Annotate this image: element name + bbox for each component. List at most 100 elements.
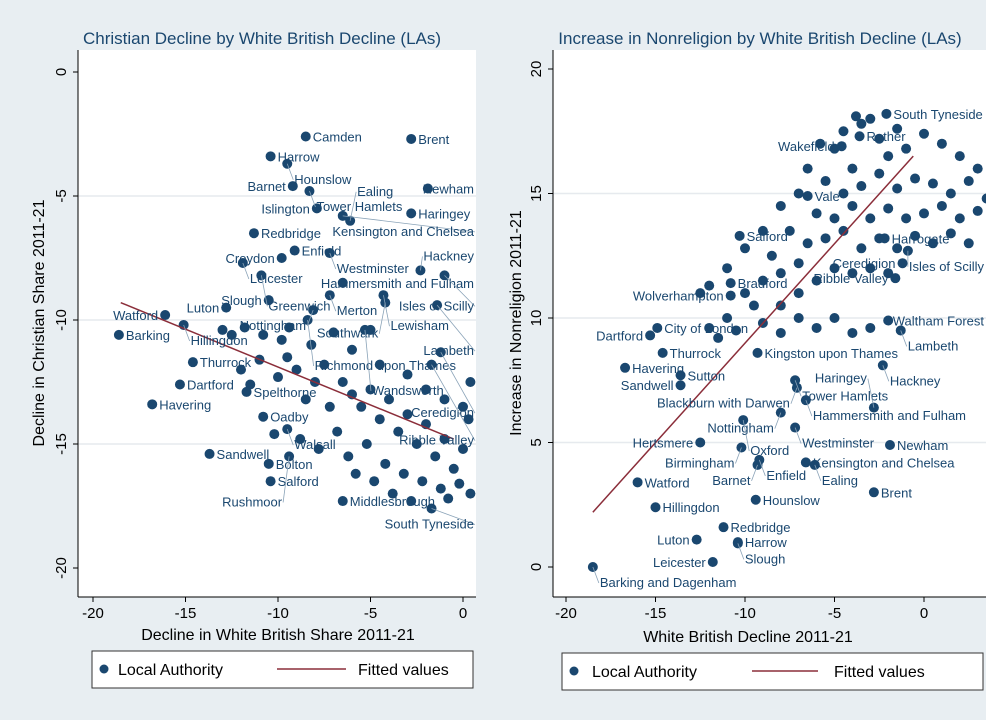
data-point (691, 534, 702, 545)
point-label: Barnet (712, 473, 751, 488)
right-x-axis-title: White British Decline 2011-21 (643, 629, 853, 646)
right-ticks: 0 5 10 15 20 -20 -15 -10 -5 0 (528, 61, 928, 622)
data-point (406, 496, 417, 507)
y-tick-label: 20 (528, 61, 545, 78)
data-point (337, 377, 348, 387)
label-leader-line (440, 352, 476, 414)
left-gridlines (78, 195, 476, 445)
data-point (881, 108, 892, 119)
data-point (282, 352, 293, 363)
data-point (856, 181, 867, 192)
point-label: Luton (657, 533, 690, 548)
label-leader-line (758, 459, 766, 477)
point-label: Rother (867, 129, 907, 144)
data-point (236, 364, 246, 375)
data-point (757, 275, 768, 286)
point-label: Newham (423, 182, 474, 197)
point-label: Haringey (815, 371, 868, 386)
point-label: Vale (815, 189, 840, 204)
data-point (838, 225, 849, 236)
label-leader-line (309, 190, 316, 208)
data-point (757, 225, 768, 236)
point-label: Havering (159, 397, 211, 412)
data-point (829, 263, 840, 274)
data-point (421, 384, 431, 395)
data-point (411, 439, 422, 449)
point-label: Dartford (596, 328, 643, 343)
data-point (356, 401, 367, 412)
point-label: Kingston upon Thames (765, 346, 899, 361)
data-point (263, 458, 274, 469)
x-tick-label: -20 (555, 605, 577, 622)
data-point (802, 238, 813, 249)
data-point (800, 457, 811, 468)
point-label: Ealing (357, 184, 393, 199)
data-point (838, 126, 849, 137)
data-point (174, 379, 185, 390)
point-label: Havering (632, 361, 684, 376)
data-point (337, 496, 348, 507)
label-leader-line (286, 428, 294, 446)
data-point (865, 113, 876, 124)
y-tick-label: -10 (53, 309, 70, 331)
data-point (295, 434, 306, 445)
point-label: Sandwell (621, 378, 674, 393)
data-point (422, 183, 433, 194)
data-point (856, 243, 867, 254)
x-tick-label: -5 (364, 605, 377, 622)
y-tick-label: -15 (53, 433, 70, 455)
data-point (675, 370, 686, 381)
data-point (811, 275, 822, 286)
right-points (587, 108, 986, 572)
data-point (276, 334, 287, 345)
point-label: Watford (645, 475, 690, 490)
point-label: Brent (418, 132, 449, 147)
right-plot-area (553, 50, 986, 597)
data-point (854, 131, 865, 142)
data-point (892, 123, 903, 134)
point-label: Ealing (822, 473, 858, 488)
data-point (380, 458, 391, 469)
data-point (398, 468, 409, 479)
data-point (113, 329, 124, 340)
data-point (454, 478, 465, 489)
point-label: Tower Hamlets (316, 199, 402, 214)
y-tick-label: -20 (53, 557, 70, 579)
legend-label-local-authority: Local Authority (118, 662, 223, 679)
point-label: Westminster (337, 261, 410, 276)
data-point (265, 476, 276, 487)
x-tick-label: -15 (645, 605, 667, 622)
data-point (675, 380, 686, 391)
data-point (722, 313, 733, 323)
fitted-line (120, 301, 455, 440)
data-point (725, 290, 736, 301)
point-label: Bradford (738, 276, 788, 291)
point-label: South Tyneside (385, 516, 474, 531)
point-label: Slough (221, 293, 261, 308)
point-label: Birmingham (665, 455, 734, 470)
point-label: Walsall (294, 437, 336, 452)
data-point (883, 268, 894, 279)
label-leader-line (742, 420, 750, 452)
point-label: Hackney (890, 373, 941, 388)
point-label: Greenwich (268, 298, 330, 313)
data-point (883, 151, 894, 162)
data-point (393, 426, 404, 437)
data-point (919, 208, 929, 219)
label-leader-line (431, 508, 476, 525)
data-point (319, 359, 330, 370)
point-label: City of London (664, 321, 748, 336)
point-label: Wakefield (778, 139, 835, 154)
data-point (406, 133, 417, 144)
point-label: Hounslow (294, 172, 352, 187)
point-label: Hammersmith and Fulham (321, 276, 474, 291)
y-tick-label: 15 (528, 185, 545, 202)
legend-label-fitted-values: Fitted values (834, 664, 925, 681)
point-label: Harrow (278, 149, 321, 164)
data-point (856, 118, 867, 129)
data-point (740, 243, 750, 254)
data-point (829, 213, 840, 224)
label-leader-line (436, 304, 476, 352)
data-point (879, 233, 890, 244)
point-label: Barnet (247, 179, 286, 194)
